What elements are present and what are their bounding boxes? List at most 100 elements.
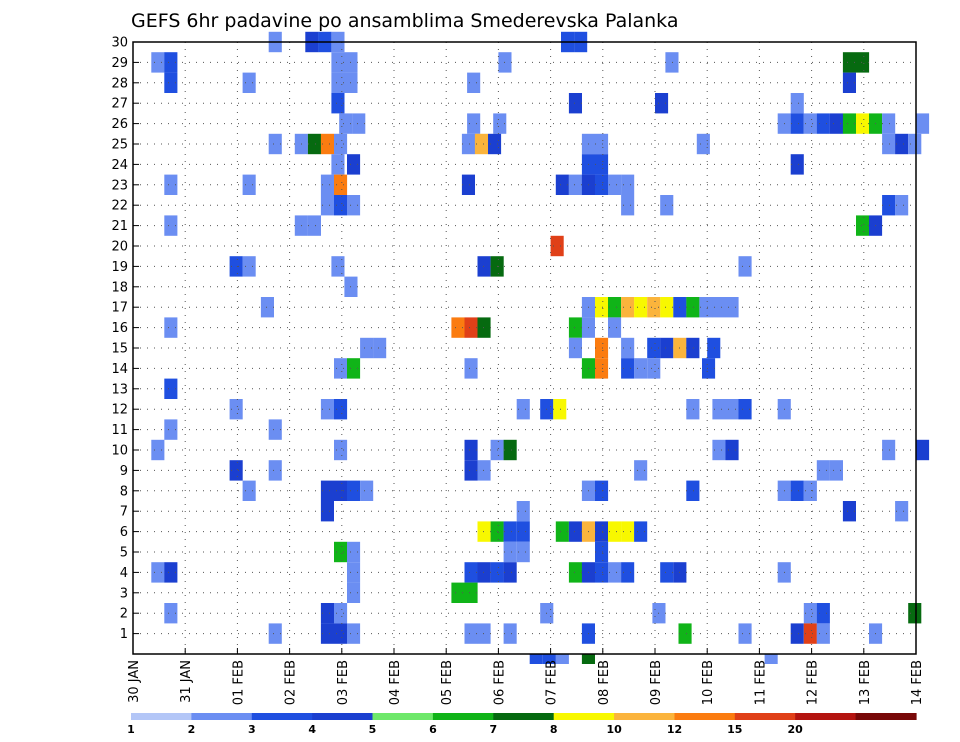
heatmap-cell [347,562,361,583]
heatmap-cell [268,133,282,155]
heatmap-cell [164,378,178,399]
heatmap-cell [164,72,178,93]
heatmap-cell [164,52,178,73]
heatmap-cell [331,256,345,277]
heatmap-cell [882,195,896,216]
heatmap-cell [320,501,334,522]
heatmap-cell [464,358,478,379]
heatmap-cell [503,541,517,563]
x-tick-label: 13 FEB [858,660,873,705]
colorbar-segment [855,713,917,720]
heatmap-cell [334,541,348,563]
heatmap-cell [595,337,609,359]
y-tick-label: 24 [111,158,128,173]
heatmap-cell [360,337,374,359]
heatmap-cell [634,358,648,379]
heatmap-cell [553,399,567,420]
heatmap-cell [334,439,348,461]
colorbar-segment [131,713,192,720]
y-tick-label: 6 [120,525,128,540]
heatmap-cell [451,582,465,603]
heatmap-cell [464,562,478,583]
heatmap-cell [803,480,817,501]
y-tick-label: 21 [111,219,128,234]
heatmap-cell [842,52,856,73]
heatmap-cell [334,623,348,644]
x-tick-label: 05 FEB [440,660,455,705]
x-tick-label: 07 FEB [545,660,560,705]
heatmap-cell [803,113,817,134]
heatmap-cell [360,480,374,501]
heatmap-cell [542,654,556,664]
heatmap-cell [529,654,543,664]
x-tick-label: 06 FEB [492,660,507,705]
heatmap-cell [331,93,345,114]
heatmap-cell [790,480,804,501]
heatmap-cell [334,480,348,501]
heatmap-cell [320,133,334,155]
heatmap-cell [151,52,165,73]
x-tick-label: 14 FEB [910,660,925,705]
heatmap-cell [568,93,582,114]
heatmap-cell [334,358,348,379]
y-tick-label: 9 [120,464,128,479]
heatmap-cell [268,419,282,440]
heatmap-cell [550,235,564,257]
y-tick-label: 17 [111,301,128,316]
x-tick-label: 12 FEB [806,660,821,705]
y-tick-label: 28 [111,76,128,91]
heatmap-cell [895,133,909,155]
heatmap-cell [451,317,465,338]
heatmap-cell [621,297,635,318]
heatmap-cell [229,256,243,277]
heatmap-cell [334,399,348,420]
heatmap-cell [908,133,922,155]
heatmap-cell [242,256,256,277]
heatmap-cell [352,113,366,134]
heatmap-cell [464,460,478,481]
heatmap-cell [331,154,345,175]
x-tick-label: 03 FEB [336,660,351,705]
colorbar-segment [372,713,434,720]
y-tick-label: 8 [120,484,128,499]
heatmap-cell [164,419,178,440]
heatmap-cell [678,623,692,644]
heatmap-cell [856,52,870,73]
y-tick-label: 7 [120,505,128,520]
heatmap-cell [242,480,256,501]
heatmap-cell [347,195,361,216]
colorbar-segment [432,713,494,720]
colorbar-label: 7 [489,723,497,736]
heatmap-cell [347,154,361,175]
heatmap-cell [738,623,752,644]
heatmap-cell [477,317,491,338]
heatmap-cell [712,297,726,318]
heatmap-cell [882,133,896,155]
heatmap-cell [895,195,909,216]
colorbar-label: 8 [550,723,558,736]
heatmap-cell [151,562,165,583]
heatmap-cell [347,582,361,603]
heatmap-cell [707,337,721,359]
heatmap-cell [712,399,726,420]
heatmap-cell [608,297,622,318]
y-tick-label: 14 [111,362,128,377]
y-tick-label: 20 [111,240,128,255]
colorbar-segment [674,713,736,720]
heatmap-cell [725,297,739,318]
y-tick-label: 4 [120,566,128,581]
heatmap-cell [647,337,661,359]
heatmap-cell [764,654,778,664]
heatmap-cell [516,501,530,522]
heatmap-cell [347,541,361,563]
heatmap-cell [686,337,700,359]
heatmap-cell [320,195,334,216]
heatmap-cell [477,562,491,583]
colorbar-segment [191,713,253,720]
heatmap-cell [712,439,726,461]
heatmap-cell [725,439,739,461]
heatmap-cell [503,439,517,461]
colorbar-segment [493,713,555,720]
y-tick-label: 2 [120,607,128,622]
y-tick-label: 13 [111,382,128,397]
